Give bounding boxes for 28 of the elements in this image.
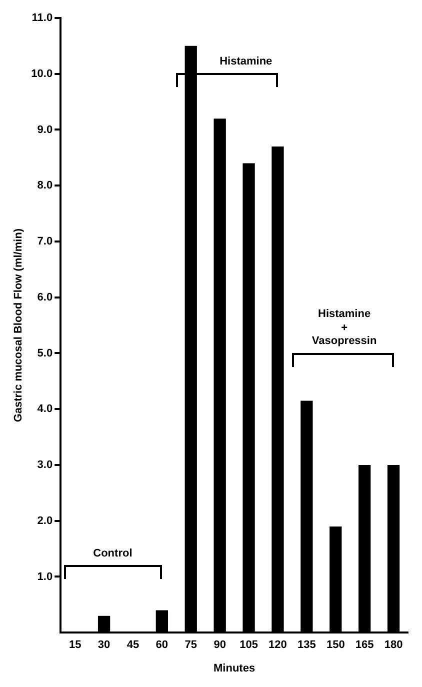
- x-tick-label: 45: [126, 639, 140, 652]
- x-tick-label: 165: [355, 639, 374, 652]
- x-tick-label: 105: [240, 639, 258, 652]
- y-tick-label: 6.0: [37, 291, 53, 304]
- x-tick-label: 75: [184, 639, 198, 652]
- y-tick-label: 9.0: [37, 124, 53, 136]
- x-tick-label: 150: [326, 639, 345, 652]
- y-tick-label: 8.0: [37, 180, 53, 192]
- x-tick-label: 135: [298, 639, 316, 652]
- annotation: Histamine: [220, 56, 272, 70]
- x-tick-label: 90: [214, 639, 226, 652]
- y-tick-label: 5.0: [37, 347, 53, 360]
- x-tick-label: 60: [156, 639, 168, 652]
- x-axis-title: Minutes: [214, 662, 256, 674]
- y-tick-label: 7.0: [37, 236, 53, 248]
- y-tick-label: 10.0: [31, 68, 53, 80]
- x-tick-label: 30: [98, 639, 110, 652]
- y-tick-label: 4.0: [37, 403, 53, 416]
- annotation: Control: [93, 547, 132, 561]
- y-tick-label: 2.0: [37, 514, 53, 527]
- x-tick-label: 180: [384, 639, 403, 652]
- x-tick-label: 120: [268, 639, 287, 652]
- y-tick-label: 1.0: [37, 570, 53, 583]
- annotation: Histamine + Vasopressin: [312, 308, 377, 349]
- y-tick-label: 3.0: [37, 459, 53, 472]
- y-axis-title: Gastric mucosal Blood Flow (ml/min): [12, 228, 25, 422]
- x-tick-label: 15: [68, 639, 82, 652]
- y-tick-label: 11.0: [32, 12, 53, 24]
